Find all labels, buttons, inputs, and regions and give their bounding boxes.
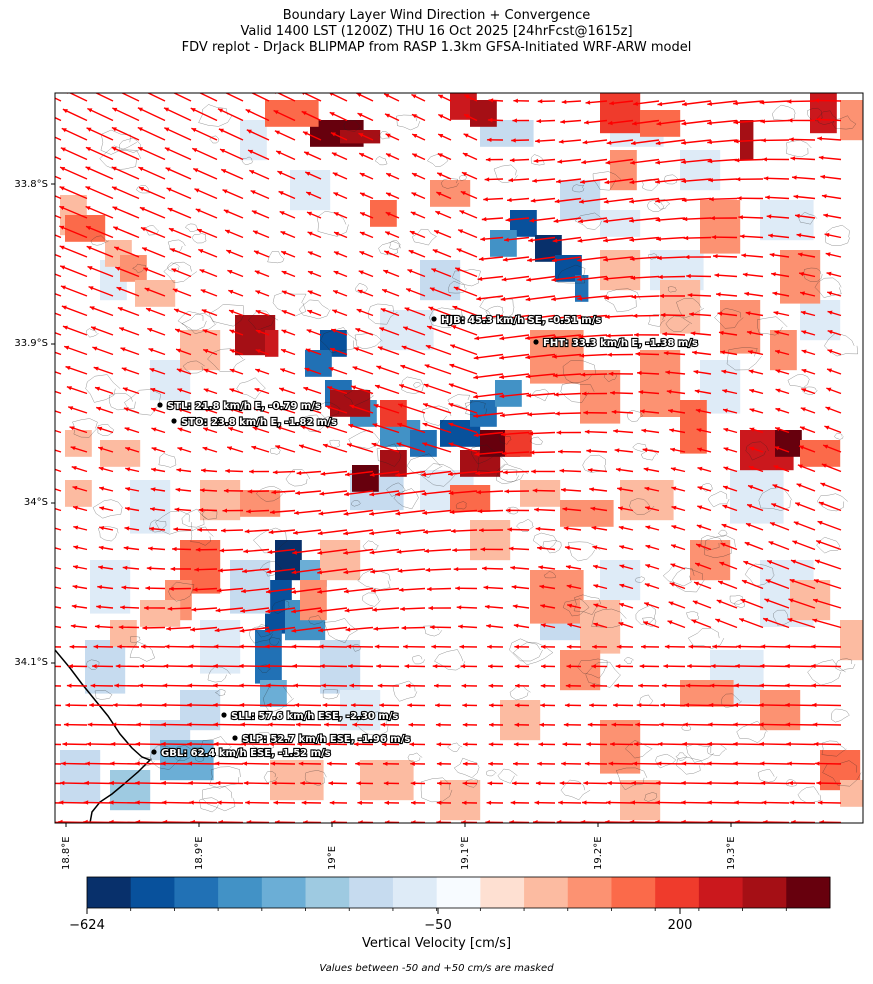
- coastline: [55, 649, 152, 823]
- colorbar-label: Vertical Velocity [cm/s]: [361, 936, 512, 951]
- station-marker-stl: [157, 402, 163, 408]
- lon-label-18-8: 18.8°E: [61, 836, 72, 870]
- lon-label-18-9: 18.9°E: [194, 836, 205, 870]
- lon-label-19-1: 19.1°E: [460, 836, 471, 870]
- lon-label-19-2: 19.2°E: [593, 836, 604, 870]
- station-label-sto: STO: 23.8 km/h E, -1.82 m/s: [181, 417, 337, 428]
- colorbar: [86, 876, 831, 914]
- station-label-slp: SLP: 52.7 km/h ESE, -1.96 m/s: [242, 734, 410, 745]
- station-label-hjb: HJB: 45.3 km/h SE, -0.51 m/s: [441, 315, 601, 326]
- vertical-velocity-field: [60, 93, 863, 821]
- station-label-sll: SLL: 57.6 km/h ESE, -2.30 m/s: [231, 711, 398, 722]
- colorbar-tick-min: −624: [69, 918, 105, 933]
- lon-label-19-0: 19°E: [327, 845, 338, 870]
- stations: HJB: 45.3 km/h SE, -0.51 m/s FHT: 33.3 km…: [151, 314, 699, 760]
- wind-vectors: [55, 93, 842, 823]
- colorbar-tick-mid: −50: [424, 918, 452, 933]
- station-label-stl: STL: 21.8 km/h E, -0.79 m/s: [167, 401, 321, 412]
- title-line-2: Valid 1400 LST (1200Z) THU 16 Oct 2025 […: [240, 24, 633, 39]
- station-marker-hjb: [431, 316, 437, 322]
- station-label-fht: FHT: 33.3 km/h E, -1.38 m/s: [543, 338, 698, 349]
- station-marker-sll: [221, 712, 227, 718]
- lat-label-33-9: 33.9°S: [14, 338, 48, 349]
- title-line-1: Boundary Layer Wind Direction + Converge…: [282, 8, 591, 23]
- station-marker-gbl: [151, 749, 157, 755]
- colorbar-tick-high: 200: [667, 918, 693, 933]
- lat-label-34-0: 34°S: [23, 497, 48, 508]
- axis-ticks: [51, 183, 732, 827]
- plot-frame: [54, 92, 864, 824]
- title-line-3: FDV replot - DrJack BLIPMAP from RASP 1.…: [181, 40, 692, 55]
- lat-label-34-1: 34.1°S: [14, 657, 48, 668]
- masking-footnote: Values between -50 and +50 cm/s are mask…: [319, 963, 554, 974]
- lon-label-19-3: 19.3°E: [726, 836, 737, 870]
- station-label-gbl: GBL: 62.4 km/h ESE, -1.52 m/s: [161, 748, 331, 759]
- map-title: Boundary Layer Wind Direction + Converge…: [0, 8, 873, 56]
- station-marker-fht: [533, 339, 539, 345]
- station-marker-slp: [232, 735, 238, 741]
- lat-label-33-8: 33.8°S: [14, 179, 48, 190]
- station-marker-sto: [171, 418, 177, 424]
